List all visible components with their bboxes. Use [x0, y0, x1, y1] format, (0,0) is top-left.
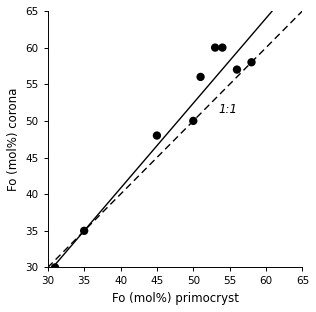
Text: 1:1: 1:1: [219, 103, 238, 116]
Point: [82, 228, 87, 233]
Point: [213, 45, 218, 50]
X-axis label: Fo (mol%) primocryst: Fo (mol%) primocryst: [112, 292, 239, 305]
Point: [249, 60, 254, 65]
Point: [220, 45, 225, 50]
Point: [191, 118, 196, 123]
Y-axis label: Fo (mol%) corona: Fo (mol%) corona: [7, 88, 20, 191]
Point: [52, 265, 58, 270]
Point: [155, 133, 160, 138]
Point: [198, 75, 203, 80]
Point: [234, 67, 240, 72]
